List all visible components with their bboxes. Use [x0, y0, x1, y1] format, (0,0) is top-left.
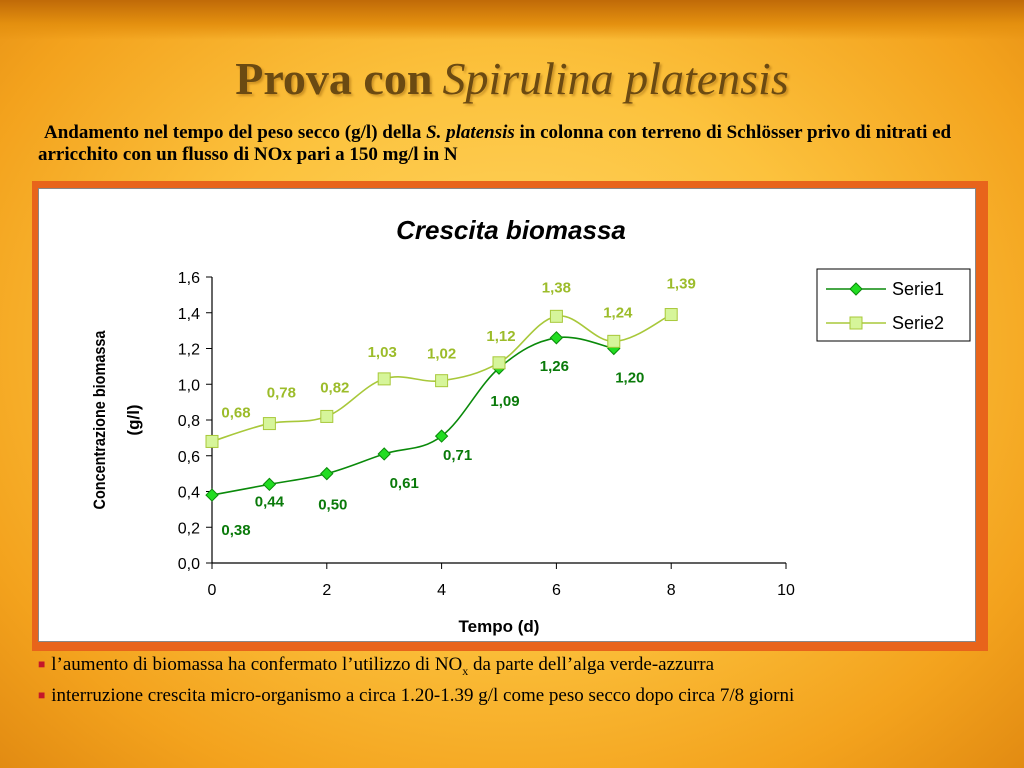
series-1-data-label: 0,38 [221, 522, 250, 539]
slide-title: Prova con Spirulina platensis [0, 52, 1024, 105]
series-2-point [262, 417, 276, 431]
slide-subtitle: Andamento nel tempo del peso secco (g/l)… [38, 122, 978, 166]
x-tick-label: 4 [437, 582, 446, 599]
title-plain: Prova con [235, 53, 433, 104]
series-2-point [435, 374, 449, 388]
series-2-data-label: 1,02 [427, 346, 456, 363]
legend-label-2: Serie2 [892, 313, 944, 333]
series-1-point [205, 488, 219, 502]
series-1-point [549, 331, 564, 345]
legend-marker-2 [849, 316, 863, 330]
x-tick-label: 2 [322, 582, 331, 599]
series-2-point [664, 308, 678, 322]
x-axis-title: Tempo (d) [459, 617, 540, 636]
legend-box [816, 268, 971, 342]
series-1-line [211, 336, 614, 496]
x-tick-label: 8 [667, 582, 676, 599]
series-1-data-label: 1,26 [540, 358, 569, 375]
y-tick-label: 0,6 [178, 449, 200, 466]
title-italic: Spirulina platensis [442, 53, 789, 104]
series-2-data-label: 0,68 [221, 404, 250, 421]
bullet-square-icon: ■ [38, 657, 46, 671]
series-1-data-label: 1,09 [490, 393, 519, 410]
series-2-point [320, 409, 334, 423]
y-tick-label: 1,0 [178, 377, 200, 394]
series-1-point [320, 466, 334, 481]
series-2-point [607, 334, 621, 348]
series-1-data-label: 0,71 [443, 447, 472, 464]
bullet-list: ■ l’aumento di biomassa ha confermato l’u… [38, 652, 970, 708]
series-1-point [434, 429, 449, 443]
chart-panel: Crescita biomassa 0,0 0,2 0,4 0,6 0,8 1,0 1,2 1,… [38, 188, 976, 642]
subtitle-part1: Andamento nel tempo del peso secco (g/l)… [44, 122, 422, 143]
x-tick-label: 6 [552, 582, 561, 599]
series-1-point [377, 447, 391, 461]
series-2-data-label: 0,82 [320, 379, 349, 396]
subtitle-italic: S. platensis [426, 122, 515, 143]
bullet-subscript: x [462, 663, 469, 678]
y-tick-label: 0,0 [178, 556, 200, 573]
series-2-point [377, 372, 391, 386]
series-2-point [205, 434, 219, 448]
series-1-data-label: 0,44 [255, 493, 285, 510]
y-tick-label: 0,8 [178, 413, 200, 430]
series-2-data-label: 1,24 [603, 304, 633, 321]
series-2-point [549, 309, 563, 323]
y-tick-label: 0,2 [178, 520, 200, 537]
series-1-point [262, 477, 277, 492]
y-tick-label: 1,4 [178, 306, 200, 323]
y-axis-title: Concentrazione biomassa [91, 330, 109, 509]
series-2-data-label: 0,78 [267, 385, 296, 402]
top-band [0, 0, 1024, 40]
series-1-data-label: 0,61 [390, 475, 419, 492]
y-tick-label: 0,4 [178, 485, 200, 502]
series-2-data-label: 1,38 [542, 279, 571, 296]
series-2-data-label: 1,39 [667, 276, 696, 293]
y-axis-title-unit: (g/l) [124, 404, 143, 435]
series-1-data-label: 1,20 [615, 370, 644, 387]
y-tick-label: 1,6 [178, 270, 200, 287]
series-2-data-label: 1,12 [486, 328, 515, 345]
subtitle-part2: in colonna con terreno di Schlösser priv… [38, 122, 952, 165]
x-tick-label: 10 [777, 582, 795, 599]
chart-title: Crescita biomassa [396, 215, 626, 245]
bullet-item: ■ l’aumento di biomassa ha confermato l’u… [38, 652, 970, 683]
series-2-point [492, 356, 506, 370]
legend-label-1: Serie1 [892, 279, 944, 299]
legend-marker-1 [849, 282, 863, 296]
series-1-data-label: 0,50 [318, 497, 347, 514]
bullet-item: ■ interruzione crescita micro-organismo a… [38, 683, 970, 708]
biomass-chart: Crescita biomassa 0,0 0,2 0,4 0,6 0,8 1,0 1,2 1,… [91, 215, 971, 636]
series-2-data-label: 1,03 [368, 344, 397, 361]
bullet-text: l’aumento di biomassa ha confermato l’ut… [51, 654, 463, 675]
y-tick-label: 1,2 [178, 342, 200, 359]
x-tick-label: 0 [208, 582, 217, 599]
bullet-text-end: da parte dell’alga verde-azzurra [468, 654, 715, 675]
bullet-square-icon: ■ [38, 687, 46, 702]
bullet-text: interruzione crescita micro-organismo a … [51, 684, 795, 706]
